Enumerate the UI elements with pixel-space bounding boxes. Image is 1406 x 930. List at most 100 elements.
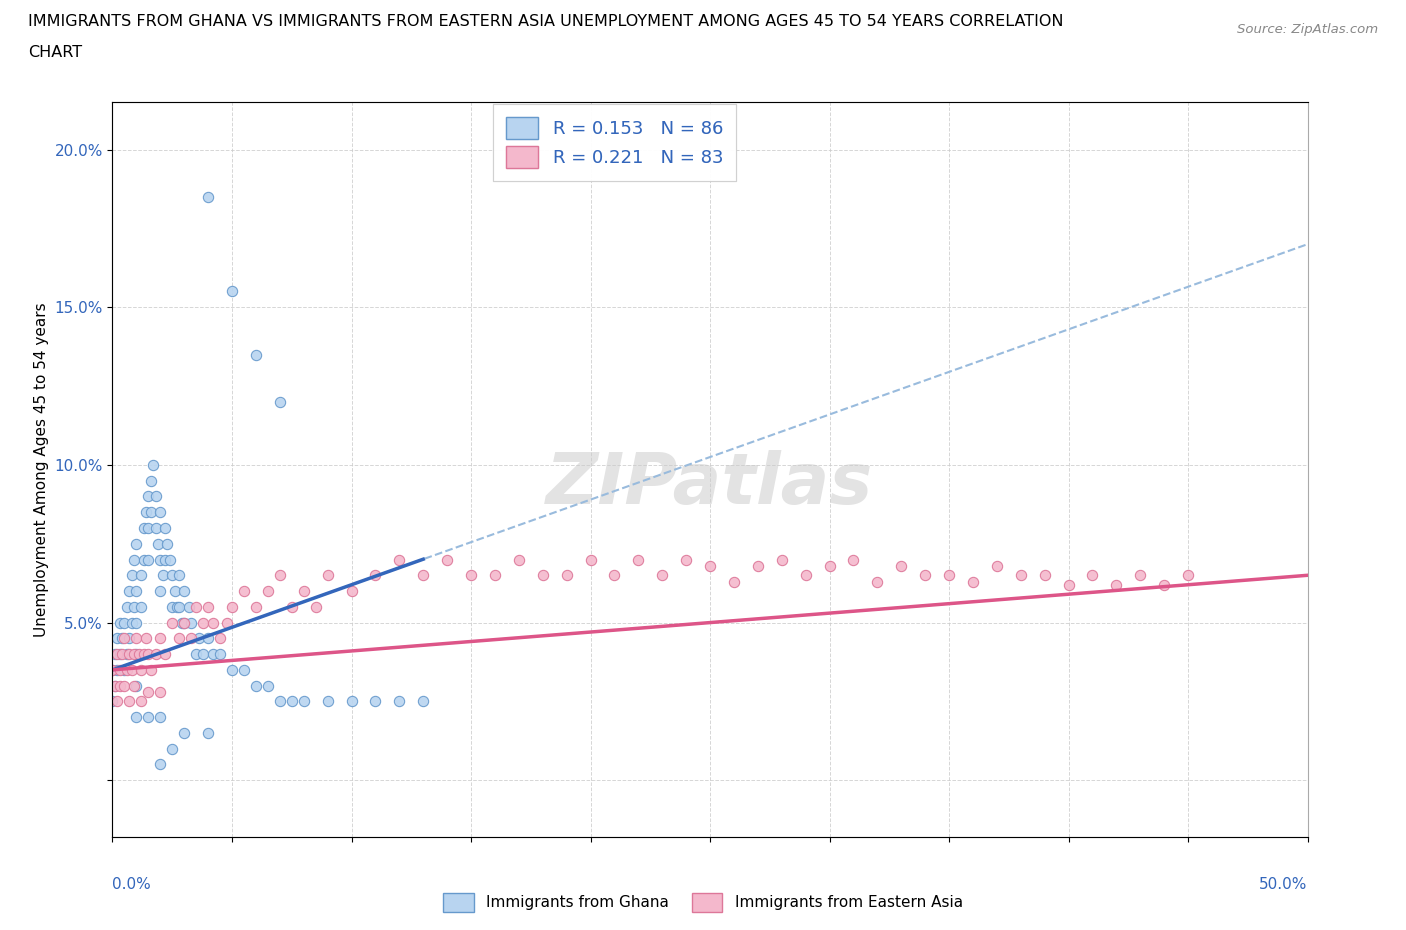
Point (121, 568, 143, 583)
Point (245, 347, 267, 362)
Point (122, 678, 145, 693)
Point (149, 631, 172, 645)
Point (173, 615, 195, 630)
Point (104, 646, 127, 661)
Point (132, 552, 155, 567)
Legend: R = 0.153   N = 86, R = 0.221   N = 83: R = 0.153 N = 86, R = 0.221 N = 83 (494, 104, 735, 180)
Point (129, 599, 152, 614)
Point (145, 646, 167, 661)
Point (221, 599, 243, 614)
Point (201, 615, 224, 630)
Point (292, 584, 315, 599)
Point (675, 552, 697, 567)
Point (269, 394, 291, 409)
Point (747, 558, 769, 573)
Point (104, 678, 127, 693)
Point (114, 615, 135, 630)
Point (316, 694, 339, 709)
Point (217, 615, 239, 630)
Point (114, 662, 135, 677)
Point (128, 646, 150, 661)
Legend: Immigrants from Ghana, Immigrants from Eastern Asia: Immigrants from Ghana, Immigrants from E… (437, 887, 969, 918)
Point (159, 552, 181, 567)
Y-axis label: Unemployment Among Ages 45 to 54 years: Unemployment Among Ages 45 to 54 years (34, 302, 49, 637)
Point (316, 568, 339, 583)
Point (269, 568, 291, 583)
Point (145, 489, 167, 504)
Point (121, 662, 143, 677)
Point (138, 684, 160, 699)
Text: IMMIGRANTS FROM GHANA VS IMMIGRANTS FROM EASTERN ASIA UNEMPLOYMENT AMONG AGES 45: IMMIGRANTS FROM GHANA VS IMMIGRANTS FROM… (28, 14, 1063, 29)
Point (153, 521, 176, 536)
Point (105, 631, 128, 645)
Point (364, 568, 387, 583)
Point (166, 599, 188, 614)
Point (170, 615, 193, 630)
Point (162, 568, 183, 583)
Point (603, 568, 626, 583)
Point (139, 662, 162, 677)
Point (162, 599, 183, 614)
Point (508, 552, 530, 567)
Point (866, 574, 889, 589)
Text: CHART: CHART (28, 45, 82, 60)
Point (114, 631, 135, 645)
Point (340, 694, 363, 709)
Point (842, 552, 865, 567)
Point (269, 694, 291, 709)
Point (132, 646, 155, 661)
Point (1153, 578, 1175, 592)
Point (723, 574, 745, 589)
Text: Source: ZipAtlas.com: Source: ZipAtlas.com (1237, 23, 1378, 36)
Point (121, 615, 143, 630)
Point (129, 662, 152, 677)
Point (177, 599, 200, 614)
Point (186, 599, 208, 614)
Point (142, 458, 165, 472)
Point (138, 552, 160, 567)
Point (169, 599, 191, 614)
Point (186, 646, 208, 661)
Point (770, 552, 793, 567)
Point (890, 558, 912, 573)
Point (108, 678, 131, 693)
Point (145, 521, 167, 536)
Point (163, 584, 186, 599)
Point (125, 678, 148, 693)
Point (1057, 578, 1080, 592)
Text: 50.0%: 50.0% (1260, 877, 1308, 893)
Point (149, 684, 172, 699)
Point (173, 725, 195, 740)
Point (149, 505, 172, 520)
Point (115, 662, 138, 677)
Point (118, 631, 141, 645)
Point (169, 631, 191, 645)
Point (914, 568, 936, 583)
Point (129, 568, 152, 583)
Point (101, 662, 124, 677)
Point (111, 646, 134, 661)
Point (818, 558, 841, 573)
Point (281, 599, 304, 614)
Point (132, 521, 155, 536)
Point (149, 710, 172, 724)
Point (180, 631, 202, 645)
Point (125, 646, 148, 661)
Point (114, 678, 135, 693)
Point (118, 584, 141, 599)
Point (162, 741, 183, 756)
Point (105, 662, 128, 677)
Point (149, 584, 172, 599)
Point (118, 694, 141, 709)
Point (209, 646, 232, 661)
Point (149, 552, 172, 567)
Point (197, 190, 219, 205)
Point (197, 631, 219, 645)
Point (125, 710, 148, 724)
Point (173, 584, 195, 599)
Point (125, 615, 148, 630)
Point (233, 584, 256, 599)
Point (125, 631, 148, 645)
Point (699, 558, 721, 573)
Point (1081, 568, 1104, 583)
